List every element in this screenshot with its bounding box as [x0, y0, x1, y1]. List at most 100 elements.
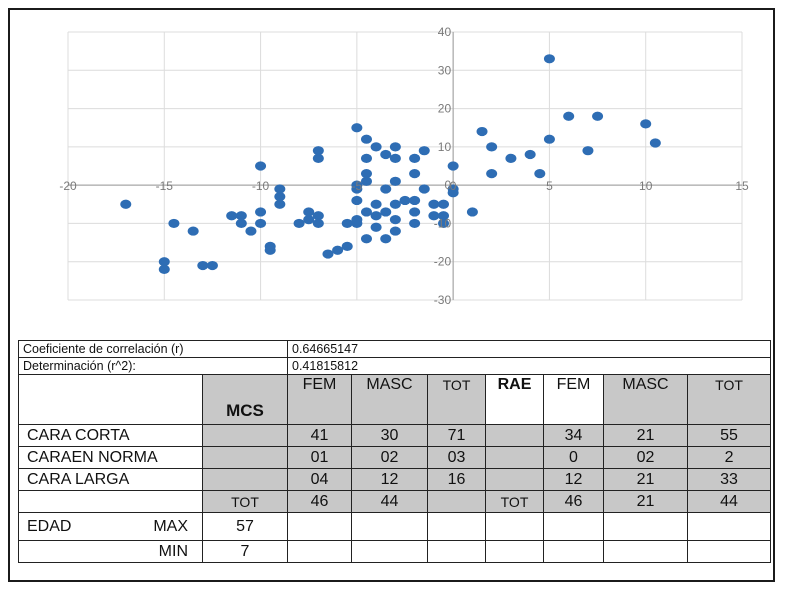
header-row: MCS FEM MASC TOT RAE FEM MASC TOT [18, 374, 772, 425]
rae-masc-cell: 21 [603, 424, 688, 447]
data-point [389, 176, 401, 186]
data-point [235, 218, 247, 229]
data-point [351, 195, 363, 206]
mcs-masc-cell: 30 [351, 424, 428, 447]
rae-tot-cell: 55 [686, 424, 772, 447]
y-tick-label: 30 [438, 63, 452, 77]
data-point [592, 111, 604, 121]
totals-row: TOT 46 44 TOT 46 21 44 [18, 490, 772, 513]
data-point [380, 207, 392, 217]
data-point [341, 241, 353, 251]
totals-blank [18, 490, 203, 513]
mcs-masc-cell: 02 [351, 446, 428, 469]
rae-fem-cell: 12 [543, 468, 604, 491]
data-point [360, 207, 372, 217]
corr-label: Coeficiente de correlación (r) [18, 340, 288, 358]
data-point [438, 211, 450, 221]
data-point [351, 123, 363, 133]
data-point [447, 161, 459, 171]
empty-cell [603, 512, 688, 541]
mcs-tot-cell: 71 [427, 424, 486, 447]
rae-fem-cell: 34 [543, 424, 604, 447]
x-tick-label: -20 [59, 179, 77, 193]
data-point [380, 184, 392, 194]
rae-spacer [485, 446, 544, 469]
data-point [274, 184, 286, 194]
mcs-fem-cell: 01 [287, 446, 352, 469]
mcs-masc-header: MASC [351, 374, 428, 425]
min-value: 7 [202, 540, 288, 563]
empty-cell [351, 540, 428, 563]
data-point [389, 199, 401, 209]
chart-points [120, 54, 661, 274]
data-point [332, 245, 344, 255]
empty-cell [287, 540, 352, 563]
edad-label: EDAD [27, 517, 72, 535]
data-point [438, 199, 450, 209]
data-point [409, 195, 421, 206]
data-point [245, 226, 257, 236]
mcs-spacer [202, 446, 288, 469]
data-point [380, 234, 392, 244]
mcs-fem-total: 46 [287, 490, 352, 513]
rae-masc-total: 21 [603, 490, 688, 513]
empty-cell [485, 512, 544, 541]
rae-fem-total: 46 [543, 490, 604, 513]
rae-tot-total: 44 [686, 490, 772, 513]
rae-fem-cell: 0 [543, 446, 604, 469]
data-point [543, 54, 555, 64]
data-point [351, 215, 363, 225]
data-point [158, 264, 170, 274]
det-label: Determinación (r^2): [18, 357, 288, 375]
corr-value: 0.64665147 [286, 340, 772, 358]
data-point [409, 169, 421, 179]
data-point [303, 207, 315, 217]
data-point [264, 245, 276, 255]
y-tick-label: -10 [434, 216, 452, 230]
mcs-tot-header: TOT [427, 374, 486, 425]
data-point [486, 142, 498, 152]
mcs-tot-total-blank [427, 490, 486, 513]
mcs-spacer [202, 468, 288, 491]
scatter-chart: -20 -15 -10 -5 0 5 10 15 40 30 20 10 0 -10 -20 -30 [59, 25, 749, 307]
edad-max-row: EDAD MAX 57 [18, 512, 772, 541]
data-point [303, 215, 315, 225]
mcs-masc-cell: 12 [351, 468, 428, 491]
data-point [505, 153, 517, 163]
data-point [360, 234, 372, 244]
det-row: Determinación (r^2): 0.41815812 [18, 357, 772, 375]
data-point [534, 169, 546, 179]
y-tick-labels: 40 30 20 10 0 -10 -20 -30 [434, 25, 452, 307]
empty-cell [351, 512, 428, 541]
y-tick-label: 0 [444, 178, 451, 192]
row-label: CARA LARGA [18, 468, 203, 491]
mcs-spacer [202, 424, 288, 447]
data-point [168, 218, 180, 229]
data-point [649, 138, 661, 148]
data-point [524, 149, 536, 160]
rae-masc-header: MASC [603, 374, 688, 425]
rae-tot-cell: 2 [686, 446, 772, 469]
mcs-header: MCS [202, 374, 288, 425]
mcs-tot-cell: 03 [427, 446, 486, 469]
empty-cell [686, 540, 772, 563]
data-point [543, 134, 555, 144]
max-value: 57 [202, 512, 288, 541]
y-tick-label: 40 [438, 25, 452, 39]
empty-cell [427, 540, 486, 563]
data-point [197, 260, 209, 271]
data-point [274, 192, 286, 202]
mcs-fem-cell: 41 [287, 424, 352, 447]
rae-spacer [485, 468, 544, 491]
x-tick-label: -15 [156, 179, 174, 193]
empty-cell [603, 540, 688, 563]
data-point [360, 176, 372, 186]
row-label: CARAEN NORMA [18, 446, 203, 469]
rae-masc-cell: 02 [603, 446, 688, 469]
data-point [563, 111, 575, 121]
data-point [428, 211, 440, 221]
data-point [418, 184, 430, 194]
rae-tot-label: TOT [485, 490, 544, 513]
y-tick-label: 10 [438, 140, 452, 154]
data-point [322, 249, 334, 259]
